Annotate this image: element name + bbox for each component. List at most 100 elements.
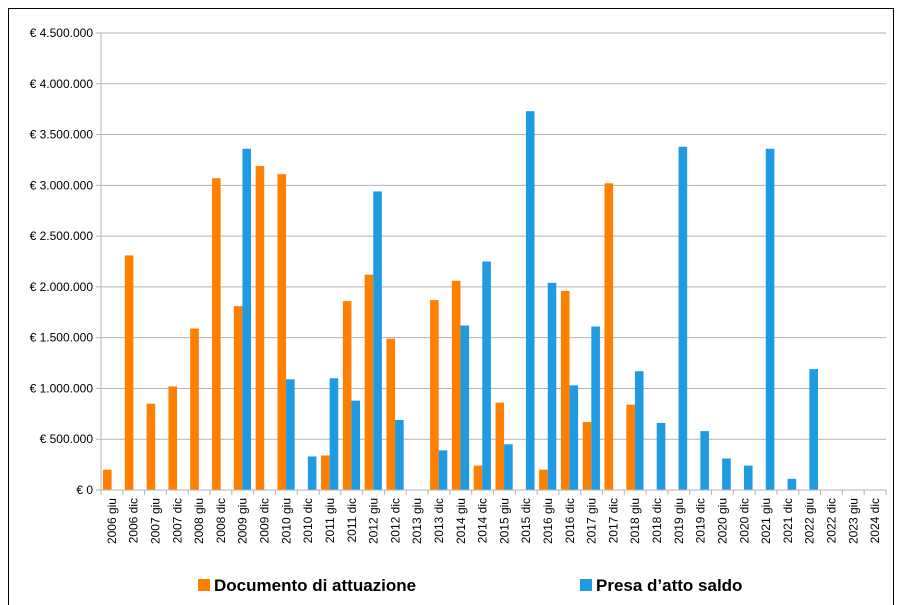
bar-documento-8 <box>277 174 287 490</box>
bar-documento-1 <box>124 255 134 490</box>
bar-documento-22 <box>582 421 592 490</box>
y-tick-label: € 0 <box>76 483 93 497</box>
x-tick-label: 2008 giu <box>192 498 206 544</box>
bar-presa-25 <box>656 422 666 490</box>
x-tick-label: 2009 giu <box>236 498 250 544</box>
bar-documento-6 <box>233 306 243 490</box>
x-tick-label: 2018 giu <box>628 498 642 544</box>
x-tick-label: 2016 dic <box>563 498 577 543</box>
legend-swatch-documento <box>198 579 210 591</box>
bar-presa-29 <box>743 465 753 490</box>
x-tick-label: 2008 dic <box>214 498 228 543</box>
bar-presa-20 <box>547 282 557 490</box>
bar-presa-19 <box>525 111 535 490</box>
x-tick-label: 2020 giu <box>715 498 729 544</box>
bar-presa-8 <box>286 379 295 490</box>
bar-presa-30 <box>765 148 775 491</box>
y-tick-label: € 1.500.000 <box>30 331 94 345</box>
y-tick-label: € 2.000.000 <box>30 280 94 294</box>
legend: Documento di attuazione Presa d’atto sal… <box>198 576 742 595</box>
y-tick-label: € 500.000 <box>40 432 94 446</box>
y-tick-label: € 1.000.000 <box>30 381 94 395</box>
bar-documento-11 <box>342 301 352 490</box>
x-tick-label: 2020 dic <box>737 498 751 543</box>
x-tick-label: 2019 dic <box>694 498 708 543</box>
x-tick-label: 2010 dic <box>301 498 315 543</box>
bar-documento-24 <box>626 404 635 490</box>
bar-documento-16 <box>451 280 461 490</box>
x-tick-label: 2012 dic <box>388 498 402 543</box>
bar-presa-22 <box>591 326 600 490</box>
bar-documento-21 <box>560 290 570 490</box>
bar-presa-24 <box>634 371 644 490</box>
x-tick-label: 2012 giu <box>367 498 381 544</box>
bar-presa-15 <box>438 450 448 490</box>
x-tick-label: 2009 dic <box>258 498 272 543</box>
bar-presa-27 <box>700 431 709 490</box>
bar-documento-18 <box>495 402 505 490</box>
x-tick-label: 2006 dic <box>127 498 141 543</box>
legend-label-documento: Documento di attuazione <box>214 576 416 595</box>
x-tick-label: 2021 giu <box>759 498 773 544</box>
x-tick-label: 2022 dic <box>824 498 838 543</box>
y-axis: € 0 € 500.000 € 1.000.000 € 1.500.000 € 2.00… <box>30 26 102 497</box>
bar-presa-16 <box>460 325 470 490</box>
x-tick-label: 2010 giu <box>279 498 293 544</box>
bar-documento-4 <box>190 328 199 490</box>
x-tick-label: 2018 dic <box>650 498 664 543</box>
bar-presa-17 <box>482 261 491 490</box>
x-tick-label: 2015 giu <box>497 498 511 544</box>
x-tick-label: 2007 dic <box>170 498 184 543</box>
x-tick-label: 2017 dic <box>606 498 620 543</box>
x-tick-label: 2014 dic <box>476 498 490 543</box>
x-tick-label: 2007 giu <box>149 498 163 544</box>
bar-presa-26 <box>678 146 688 490</box>
x-tick-label: 2017 giu <box>585 498 599 544</box>
x-tick-label: 2023 giu <box>846 498 860 544</box>
bar-documento-5 <box>212 178 221 491</box>
x-tick-label: 2011 giu <box>323 498 337 543</box>
bar-presa-11 <box>351 400 361 490</box>
legend-label-presa: Presa d’atto saldo <box>596 576 742 595</box>
bar-documento-10 <box>321 455 330 490</box>
bar-presa-18 <box>504 444 513 490</box>
x-tick-label: 2019 giu <box>672 498 686 544</box>
bar-documento-13 <box>386 338 396 490</box>
bar-presa-21 <box>569 385 579 490</box>
x-tick-label: 2013 dic <box>432 498 446 543</box>
bar-presa-13 <box>395 419 404 490</box>
x-tick-label: 2022 giu <box>803 498 817 544</box>
x-tick-label: 2015 dic <box>519 498 533 543</box>
bar-presa-12 <box>373 191 382 490</box>
bar-documento-15 <box>430 300 439 490</box>
x-tick-label: 2013 giu <box>410 498 424 544</box>
bar-documento-17 <box>473 465 483 490</box>
bar-presa-28 <box>722 458 731 490</box>
bar-documento-3 <box>168 386 178 490</box>
x-axis: 2006 giu 2006 dic 2007 giu 2007 dic 2008 giu… <box>100 489 887 544</box>
bar-documento-12 <box>364 274 374 490</box>
y-tick-label: € 3.000.000 <box>30 178 94 192</box>
y-tick-label: € 3.500.000 <box>30 128 94 142</box>
x-tick-label: 2006 giu <box>105 498 119 544</box>
bar-documento-0 <box>103 469 112 490</box>
chart-frame <box>8 8 894 605</box>
x-tick-label: 2016 giu <box>541 498 555 544</box>
bar-presa-31 <box>787 478 797 490</box>
bars <box>103 111 818 491</box>
x-tick-label: 2014 giu <box>454 498 468 544</box>
bar-presa-10 <box>329 378 339 490</box>
bar-presa-6 <box>242 148 252 491</box>
bar-documento-2 <box>146 403 156 490</box>
bar-documento-7 <box>255 166 265 490</box>
y-tick-label: € 2.500.000 <box>30 229 94 243</box>
y-tick-label: € 4.500.000 <box>30 26 94 40</box>
bar-documento-20 <box>539 469 548 490</box>
bar-presa-9 <box>307 456 317 490</box>
x-tick-label: 2021 dic <box>781 498 795 543</box>
x-tick-label: 2011 dic <box>345 498 359 542</box>
y-tick-label: € 4.000.000 <box>30 77 94 91</box>
bar-documento-23 <box>604 183 614 490</box>
bar-presa-32 <box>809 369 818 490</box>
